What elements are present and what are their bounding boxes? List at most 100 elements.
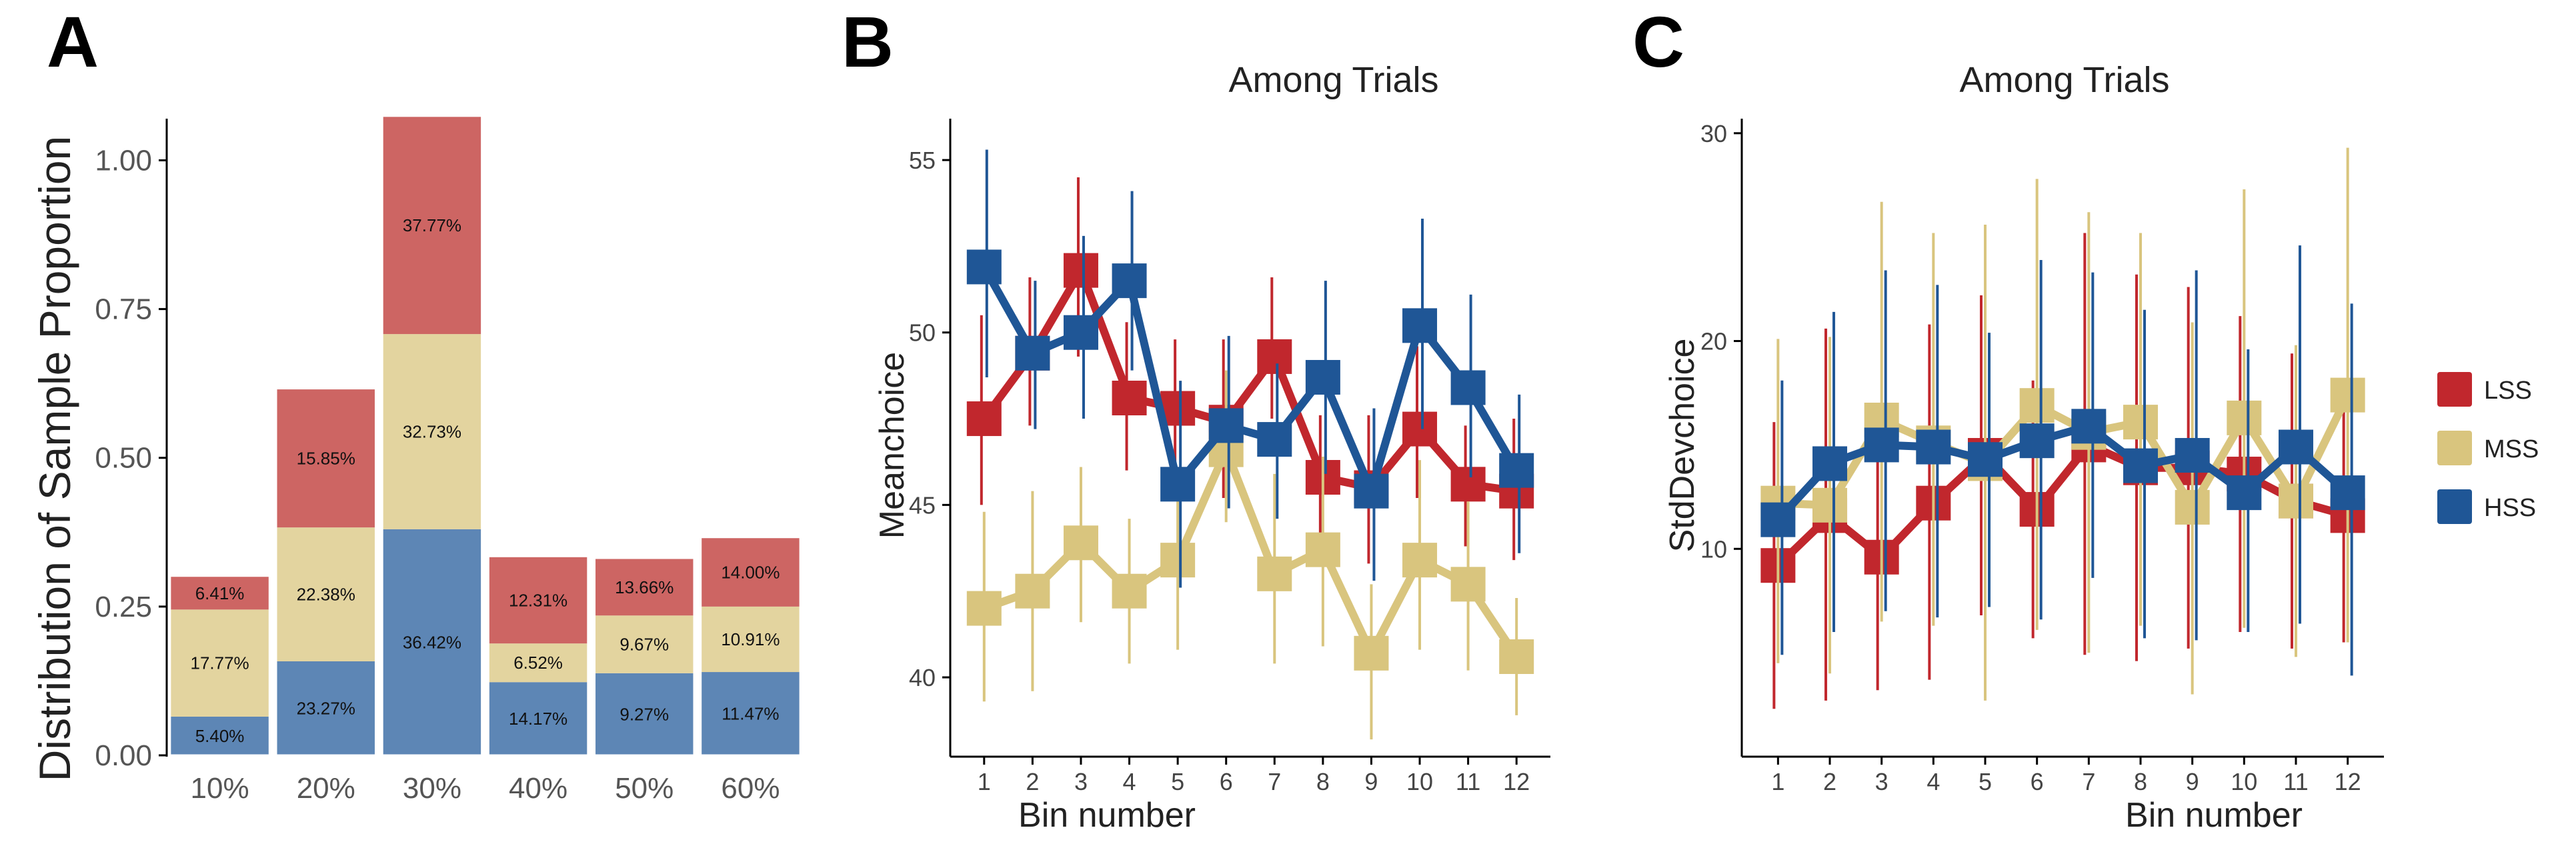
data-point-hss	[1354, 473, 1389, 509]
data-point-lss	[1402, 411, 1438, 447]
segment-value-label: 36.42%	[403, 632, 461, 652]
panel-c-xtick-label: 4	[1926, 768, 1940, 795]
panel-c-xlabel: Bin number	[2125, 796, 2303, 835]
segment-value-label: 14.00%	[721, 563, 780, 583]
panel-a-xtick-label: 60%	[721, 772, 780, 805]
legend-key-lss	[2437, 372, 2472, 407]
data-point-hss	[1160, 467, 1196, 502]
panel-b-ylabel: Meanchoice	[873, 352, 912, 539]
bar-segment-mss	[595, 615, 694, 673]
bar-segment-mss	[171, 609, 269, 717]
segment-value-label: 5.40%	[195, 726, 245, 746]
bar-segment-lss	[595, 559, 694, 616]
data-point-mss	[1450, 567, 1486, 602]
legend-label-lss: LSS	[2484, 377, 2532, 405]
panel-a-xtick-label: 40%	[509, 772, 567, 805]
panel-b-xtick-label: 8	[1316, 768, 1330, 795]
bar-segment-hss	[595, 673, 694, 755]
data-point-hss	[1208, 408, 1244, 443]
panel-a-ytick-label: 0.50	[95, 442, 152, 475]
data-point-hss	[2019, 423, 2055, 459]
data-point-mss	[1257, 556, 1292, 591]
panel-c-xtick-label: 11	[2283, 768, 2308, 795]
segment-value-label: 9.27%	[619, 704, 669, 724]
panel-c-xtick-label: 10	[2231, 768, 2257, 795]
data-point-hss	[1063, 315, 1098, 350]
segment-value-label: 9.67%	[619, 635, 669, 655]
panel-c-title: Among Trials	[1959, 60, 2169, 100]
panel-c-xtick-label: 3	[1875, 768, 1888, 795]
panel-letter-a: A	[47, 1, 99, 82]
data-point-hss	[1812, 446, 1848, 481]
panel-b-ytick-label: 55	[909, 147, 936, 174]
data-point-hss	[2123, 448, 2158, 483]
segment-value-label: 15.85%	[297, 449, 355, 469]
panel-b-xtick-label: 6	[1220, 768, 1233, 795]
series-line-lss	[980, 266, 1518, 495]
segment-value-label: 11.47%	[722, 704, 779, 724]
data-point-hss	[1305, 359, 1340, 395]
panel-c-ylabel: StdDevchoice	[1663, 339, 1702, 553]
panel-a-ytick-label: 0.25	[95, 591, 152, 623]
panel-b-ytick-label: 45	[909, 491, 936, 519]
panel-a-xtick-label: 10%	[191, 772, 249, 805]
data-point-hss	[2330, 475, 2365, 511]
data-point-mss	[2175, 489, 2210, 525]
panel-b-ytick-label: 50	[909, 319, 936, 347]
data-point-mss	[2019, 388, 2055, 423]
legend: LSS MSS HSS	[2437, 372, 2539, 524]
panel-b-xtick-label: 10	[1406, 768, 1433, 795]
data-point-mss	[966, 591, 1002, 626]
panel-c-ytick-label: 10	[1700, 535, 1727, 563]
panel-c-ytick-label: 20	[1700, 328, 1727, 355]
data-point-mss	[2278, 483, 2313, 519]
panel-c-xtick-label: 1	[1771, 768, 1784, 795]
panel-c-xtick-label: 12	[2335, 768, 2361, 795]
panel-a-ytick-label: 0.75	[95, 293, 152, 326]
data-point-hss	[1015, 335, 1050, 371]
panel-a-xtick-label: 50%	[615, 772, 674, 805]
bar-segment-hss	[489, 682, 587, 755]
data-point-lss	[1112, 381, 1147, 416]
segment-value-label: 10.91%	[721, 629, 780, 649]
panel-c-xtick-label: 9	[2186, 768, 2199, 795]
data-point-hss	[1257, 422, 1292, 457]
panel-letter-b: B	[842, 1, 894, 82]
panel-c-xtick-label: 6	[2031, 768, 2044, 795]
panel-b-xtick-label: 5	[1171, 768, 1184, 795]
data-point-lss	[966, 401, 1002, 437]
panel-a-ylabel: Distribution of Sample Proportion	[30, 136, 79, 781]
data-point-hss	[1402, 308, 1438, 343]
data-point-hss	[1916, 429, 1951, 465]
segment-value-label: 6.52%	[513, 653, 563, 673]
segment-value-label: 13.66%	[615, 577, 674, 597]
panel-b-xtick-label: 3	[1074, 768, 1088, 795]
data-point-mss	[1354, 635, 1389, 671]
panel-c-xtick-label: 5	[1979, 768, 1992, 795]
bar-segment-hss	[383, 529, 481, 755]
legend-label-hss: HSS	[2484, 494, 2536, 522]
data-point-hss	[1968, 442, 2003, 477]
panel-c-xtick-label: 2	[1823, 768, 1836, 795]
bar-segment-mss	[702, 606, 800, 673]
legend-key-hss	[2437, 489, 2472, 524]
segment-value-label: 22.38%	[297, 585, 355, 605]
legend-label-mss: MSS	[2484, 435, 2539, 463]
segment-value-label: 37.77%	[403, 215, 461, 235]
data-point-lss	[1063, 253, 1098, 288]
bar-segment-hss	[277, 661, 375, 755]
data-point-hss	[2071, 409, 2107, 444]
panel-b-ytick-label: 40	[909, 664, 936, 691]
data-point-mss	[2330, 377, 2365, 413]
data-point-hss	[2175, 437, 2210, 473]
panel-b-xtick-label: 9	[1364, 768, 1378, 795]
panel-a-chart: Distribution of Sample Proportion 0.00 0.…	[30, 117, 804, 805]
data-point-hss	[1864, 427, 1899, 463]
panel-letter-c: C	[1632, 1, 1684, 82]
bar-segment-hss	[702, 672, 800, 755]
data-point-mss	[1499, 639, 1534, 674]
segment-value-label: 23.27%	[297, 698, 355, 718]
data-point-lss	[1257, 339, 1292, 374]
segment-value-label: 17.77%	[190, 653, 249, 673]
